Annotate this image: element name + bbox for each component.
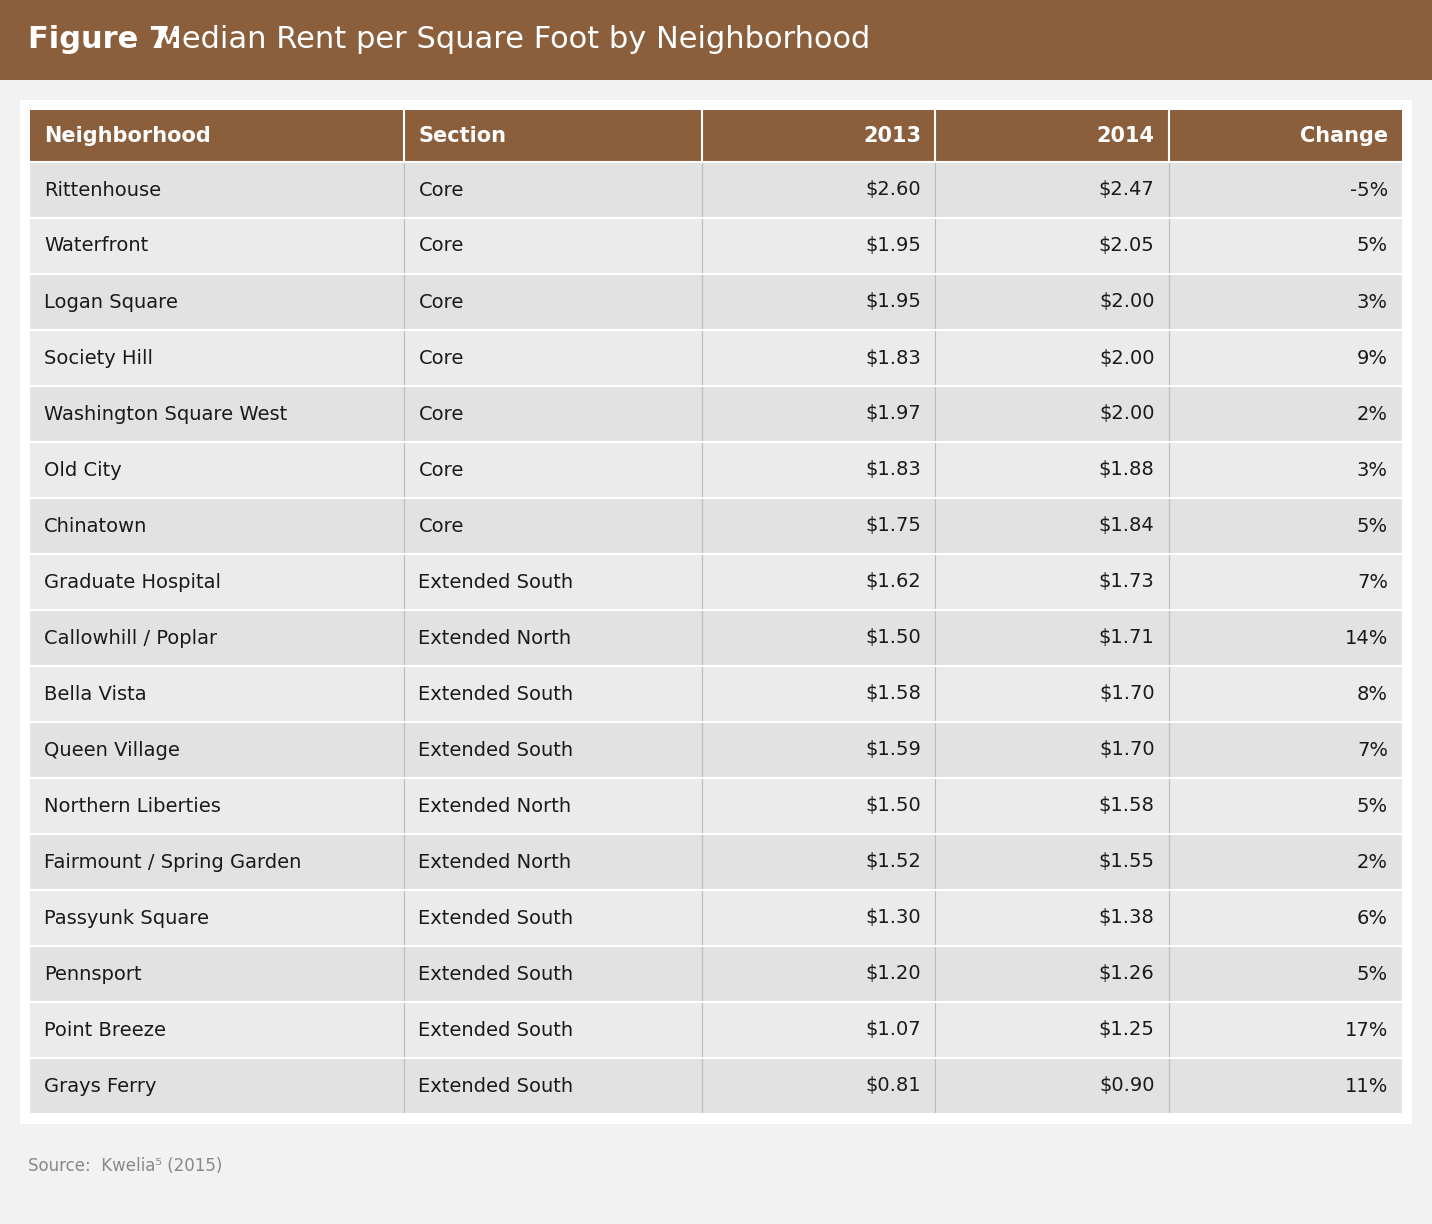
Text: Core: Core [418, 460, 464, 480]
Text: $2.60: $2.60 [865, 180, 921, 200]
Text: $2.05: $2.05 [1098, 236, 1154, 256]
Text: Median Rent per Square Foot by Neighborhood: Median Rent per Square Foot by Neighborh… [136, 26, 871, 55]
Text: 3%: 3% [1358, 460, 1388, 480]
Text: 2%: 2% [1358, 404, 1388, 424]
Text: Extended South: Extended South [418, 684, 573, 704]
Text: Extended South: Extended South [418, 908, 573, 928]
Text: $1.20: $1.20 [865, 965, 921, 984]
Text: Core: Core [418, 517, 464, 536]
Text: $1.26: $1.26 [1098, 965, 1154, 984]
Text: Extended South: Extended South [418, 741, 573, 760]
Text: Fairmount / Spring Garden: Fairmount / Spring Garden [44, 852, 301, 871]
Text: $2.00: $2.00 [1100, 293, 1154, 311]
Text: $1.50: $1.50 [865, 628, 921, 647]
Text: $1.71: $1.71 [1098, 628, 1154, 647]
Text: Core: Core [418, 404, 464, 424]
Text: Rittenhouse: Rittenhouse [44, 180, 162, 200]
Text: Figure 7:: Figure 7: [29, 26, 182, 55]
Text: Extended North: Extended North [418, 852, 571, 871]
Text: $1.07: $1.07 [865, 1021, 921, 1039]
Text: Pennsport: Pennsport [44, 965, 142, 984]
Text: 17%: 17% [1345, 1021, 1388, 1039]
Text: Logan Square: Logan Square [44, 293, 178, 311]
Text: $1.84: $1.84 [1098, 517, 1154, 536]
Text: $1.70: $1.70 [1098, 684, 1154, 704]
Text: 5%: 5% [1358, 236, 1388, 256]
Text: $1.62: $1.62 [865, 573, 921, 591]
Text: Neighborhood: Neighborhood [44, 126, 211, 146]
Text: 5%: 5% [1358, 797, 1388, 815]
Text: Graduate Hospital: Graduate Hospital [44, 573, 221, 591]
Text: Section: Section [418, 126, 507, 146]
Text: Waterfront: Waterfront [44, 236, 149, 256]
Text: Callowhill / Poplar: Callowhill / Poplar [44, 628, 218, 647]
Text: $1.58: $1.58 [1098, 797, 1154, 815]
Text: Chinatown: Chinatown [44, 517, 147, 536]
Text: Bella Vista: Bella Vista [44, 684, 146, 704]
Text: $1.88: $1.88 [1098, 460, 1154, 480]
Text: $2.00: $2.00 [1100, 349, 1154, 367]
Text: -5%: -5% [1350, 180, 1388, 200]
Text: $1.97: $1.97 [865, 404, 921, 424]
Text: 6%: 6% [1358, 908, 1388, 928]
Text: Washington Square West: Washington Square West [44, 404, 288, 424]
Text: $1.58: $1.58 [865, 684, 921, 704]
Text: Passyunk Square: Passyunk Square [44, 908, 209, 928]
Text: 2%: 2% [1358, 852, 1388, 871]
Text: 3%: 3% [1358, 293, 1388, 311]
Text: Core: Core [418, 180, 464, 200]
Text: 2014: 2014 [1097, 126, 1154, 146]
Text: 14%: 14% [1345, 628, 1388, 647]
Text: Point Breeze: Point Breeze [44, 1021, 166, 1039]
Text: $1.38: $1.38 [1098, 908, 1154, 928]
Text: $1.59: $1.59 [865, 741, 921, 760]
Text: 2013: 2013 [863, 126, 921, 146]
Text: $1.52: $1.52 [865, 852, 921, 871]
Text: $2.47: $2.47 [1098, 180, 1154, 200]
Text: $1.30: $1.30 [865, 908, 921, 928]
Text: $1.75: $1.75 [865, 517, 921, 536]
Text: Northern Liberties: Northern Liberties [44, 797, 221, 815]
Text: $1.55: $1.55 [1098, 852, 1154, 871]
Text: Extended South: Extended South [418, 573, 573, 591]
Text: Extended South: Extended South [418, 1076, 573, 1095]
Text: Society Hill: Society Hill [44, 349, 153, 367]
Text: $1.70: $1.70 [1098, 741, 1154, 760]
Text: $0.90: $0.90 [1100, 1076, 1154, 1095]
Text: Extended South: Extended South [418, 1021, 573, 1039]
Text: Change: Change [1300, 126, 1388, 146]
Text: 5%: 5% [1358, 517, 1388, 536]
Text: $1.95: $1.95 [865, 293, 921, 311]
Text: $1.83: $1.83 [865, 349, 921, 367]
Text: Queen Village: Queen Village [44, 741, 180, 760]
Text: Grays Ferry: Grays Ferry [44, 1076, 156, 1095]
Text: $2.00: $2.00 [1100, 404, 1154, 424]
Text: Core: Core [418, 236, 464, 256]
Text: Core: Core [418, 349, 464, 367]
Text: Core: Core [418, 293, 464, 311]
Text: $1.83: $1.83 [865, 460, 921, 480]
Text: 9%: 9% [1358, 349, 1388, 367]
Text: Source:  Kwelia⁵ (2015): Source: Kwelia⁵ (2015) [29, 1157, 222, 1175]
Text: 8%: 8% [1358, 684, 1388, 704]
Text: $0.81: $0.81 [865, 1076, 921, 1095]
Text: Extended North: Extended North [418, 797, 571, 815]
Text: 7%: 7% [1358, 573, 1388, 591]
Text: $1.73: $1.73 [1098, 573, 1154, 591]
Text: $1.25: $1.25 [1098, 1021, 1154, 1039]
Text: 7%: 7% [1358, 741, 1388, 760]
Text: Extended South: Extended South [418, 965, 573, 984]
Text: Old City: Old City [44, 460, 122, 480]
Text: 11%: 11% [1345, 1076, 1388, 1095]
Text: Extended North: Extended North [418, 628, 571, 647]
Text: $1.50: $1.50 [865, 797, 921, 815]
Text: $1.95: $1.95 [865, 236, 921, 256]
Text: 5%: 5% [1358, 965, 1388, 984]
